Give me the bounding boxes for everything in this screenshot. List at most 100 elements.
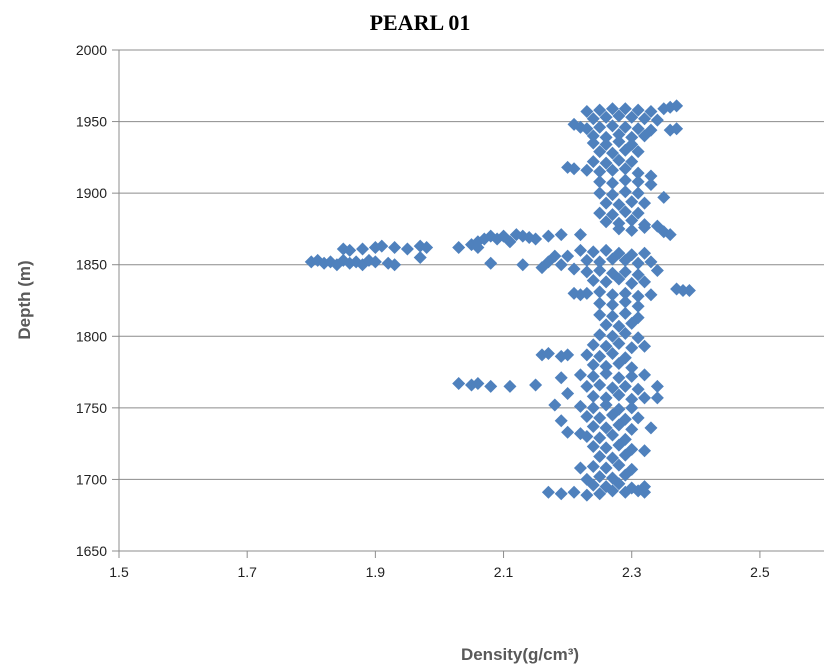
data-point — [618, 468, 632, 482]
data-point — [612, 477, 626, 491]
x-tick-label: 1.7 — [237, 564, 257, 580]
data-point — [606, 102, 619, 116]
data-point — [586, 112, 600, 126]
data-point — [580, 122, 594, 136]
data-point — [606, 309, 619, 323]
data-point — [612, 153, 626, 167]
data-point — [388, 241, 402, 255]
data-point — [631, 331, 645, 345]
data-point — [586, 136, 600, 150]
data-point — [580, 253, 594, 267]
data-point — [541, 229, 555, 243]
data-point — [593, 186, 607, 200]
data-point — [573, 120, 587, 134]
data-point — [625, 223, 639, 237]
data-point — [625, 110, 639, 124]
data-point — [593, 328, 607, 342]
data-point — [554, 371, 568, 385]
data-point — [599, 461, 613, 475]
data-point — [625, 155, 639, 169]
data-point — [606, 146, 619, 160]
data-point — [586, 369, 600, 383]
data-point — [593, 175, 607, 189]
data-point — [593, 255, 607, 269]
data-point — [580, 429, 594, 443]
data-point — [631, 299, 645, 313]
data-point — [599, 110, 613, 124]
data-point — [606, 163, 619, 177]
data-point — [618, 143, 632, 157]
data-point — [606, 329, 619, 343]
data-point — [593, 411, 607, 425]
data-point — [638, 444, 652, 458]
data-point — [599, 275, 613, 289]
data-point — [561, 249, 575, 263]
y-tick-label: 1700 — [76, 471, 107, 487]
axes — [112, 49, 824, 558]
data-point — [593, 296, 607, 310]
data-point — [606, 408, 619, 422]
data-point — [593, 120, 607, 134]
data-point — [599, 391, 613, 405]
data-point — [644, 421, 658, 435]
data-point — [599, 480, 613, 494]
data-point — [612, 371, 626, 385]
data-point — [599, 421, 613, 435]
data-point — [573, 461, 587, 475]
data-point — [625, 213, 639, 227]
data-point — [554, 414, 568, 428]
data-point — [631, 186, 645, 200]
data-point — [580, 379, 594, 393]
y-tick-label: 1850 — [76, 257, 107, 273]
data-point — [586, 155, 600, 169]
data-point — [612, 418, 626, 432]
data-point — [618, 102, 632, 116]
data-point — [638, 129, 652, 143]
data-point — [644, 288, 658, 302]
data-points — [304, 99, 696, 502]
data-point — [400, 242, 414, 256]
data-point — [573, 228, 587, 242]
x-tick-label: 2.1 — [494, 564, 514, 580]
data-point — [593, 103, 607, 117]
data-point — [638, 339, 652, 353]
data-point — [452, 377, 466, 391]
data-point — [471, 377, 485, 391]
data-point — [618, 379, 632, 393]
data-point — [567, 485, 581, 499]
data-point — [573, 368, 587, 382]
x-tick-label: 2.5 — [750, 564, 770, 580]
data-point — [644, 255, 658, 269]
data-point — [618, 120, 632, 134]
data-point — [503, 235, 517, 249]
data-point — [631, 206, 645, 220]
data-point — [631, 256, 645, 270]
data-point — [420, 241, 434, 255]
y-tick-label: 1800 — [76, 328, 107, 344]
data-point — [541, 485, 555, 499]
data-point — [618, 173, 632, 187]
data-point — [561, 348, 575, 362]
data-point — [612, 222, 626, 236]
x-tick-label: 1.5 — [109, 564, 129, 580]
y-tick-label: 1950 — [76, 114, 107, 130]
data-point — [650, 379, 664, 393]
data-point — [567, 262, 581, 276]
data-point — [599, 359, 613, 373]
data-point — [554, 487, 568, 501]
data-point — [631, 268, 645, 282]
data-point — [612, 198, 626, 212]
data-point — [606, 188, 619, 202]
data-point — [413, 251, 427, 265]
data-point — [606, 252, 619, 266]
data-point — [567, 162, 581, 176]
data-point — [612, 438, 626, 452]
data-point — [644, 105, 658, 119]
data-point — [631, 289, 645, 303]
data-point — [356, 242, 370, 256]
data-point — [618, 306, 632, 320]
data-point — [516, 258, 530, 272]
data-point — [586, 338, 600, 352]
data-point — [452, 241, 466, 255]
data-point — [561, 425, 575, 439]
